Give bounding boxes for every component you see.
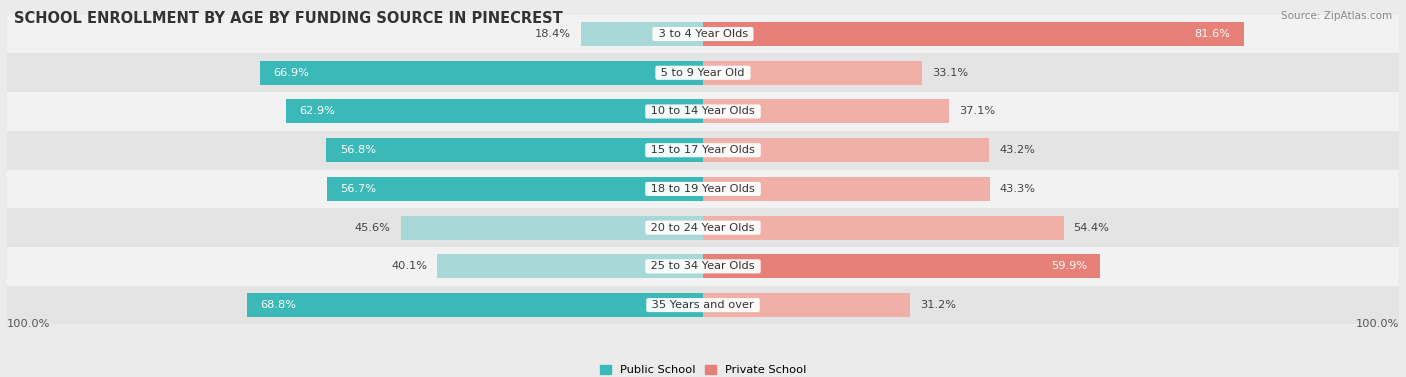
Text: 40.1%: 40.1% <box>391 261 427 271</box>
Text: 56.7%: 56.7% <box>340 184 377 194</box>
Text: 31.2%: 31.2% <box>920 300 956 310</box>
Text: 43.3%: 43.3% <box>1000 184 1036 194</box>
Bar <box>7 15 1399 54</box>
Text: 100.0%: 100.0% <box>1355 319 1399 329</box>
Text: 81.6%: 81.6% <box>1195 29 1230 39</box>
Bar <box>7 54 1399 92</box>
Text: Source: ZipAtlas.com: Source: ZipAtlas.com <box>1281 11 1392 21</box>
Text: 18.4%: 18.4% <box>536 29 571 39</box>
Text: 43.2%: 43.2% <box>1000 145 1035 155</box>
Bar <box>703 293 910 317</box>
Text: 68.8%: 68.8% <box>260 300 297 310</box>
Bar <box>285 100 703 124</box>
Text: 56.8%: 56.8% <box>340 145 375 155</box>
Text: 5 to 9 Year Old: 5 to 9 Year Old <box>658 68 748 78</box>
Bar <box>703 138 990 162</box>
Bar <box>326 138 703 162</box>
Bar <box>703 22 1244 46</box>
Bar <box>7 170 1399 208</box>
Bar <box>328 177 703 201</box>
Text: 62.9%: 62.9% <box>299 106 335 116</box>
Bar <box>703 177 990 201</box>
Text: 35 Years and over: 35 Years and over <box>648 300 758 310</box>
Bar <box>703 216 1063 240</box>
Bar <box>7 208 1399 247</box>
Bar <box>7 286 1399 325</box>
Text: 37.1%: 37.1% <box>959 106 995 116</box>
Bar <box>247 293 703 317</box>
Bar <box>703 100 949 124</box>
Text: 20 to 24 Year Olds: 20 to 24 Year Olds <box>647 223 759 233</box>
Bar <box>703 254 1099 278</box>
Legend: Public School, Private School: Public School, Private School <box>599 365 807 375</box>
Bar <box>7 131 1399 170</box>
Text: 45.6%: 45.6% <box>354 223 391 233</box>
Text: 59.9%: 59.9% <box>1050 261 1087 271</box>
Text: 100.0%: 100.0% <box>7 319 51 329</box>
Bar <box>401 216 703 240</box>
Bar <box>437 254 703 278</box>
Text: 25 to 34 Year Olds: 25 to 34 Year Olds <box>647 261 759 271</box>
Text: 10 to 14 Year Olds: 10 to 14 Year Olds <box>647 106 759 116</box>
Text: 54.4%: 54.4% <box>1074 223 1109 233</box>
Text: 15 to 17 Year Olds: 15 to 17 Year Olds <box>647 145 759 155</box>
Text: 18 to 19 Year Olds: 18 to 19 Year Olds <box>647 184 759 194</box>
Bar <box>581 22 703 46</box>
Bar <box>7 92 1399 131</box>
Bar <box>260 61 703 85</box>
Text: 3 to 4 Year Olds: 3 to 4 Year Olds <box>655 29 751 39</box>
Bar <box>703 61 922 85</box>
Text: 33.1%: 33.1% <box>932 68 969 78</box>
Text: SCHOOL ENROLLMENT BY AGE BY FUNDING SOURCE IN PINECREST: SCHOOL ENROLLMENT BY AGE BY FUNDING SOUR… <box>14 11 562 26</box>
Text: 66.9%: 66.9% <box>273 68 309 78</box>
Bar <box>7 247 1399 286</box>
